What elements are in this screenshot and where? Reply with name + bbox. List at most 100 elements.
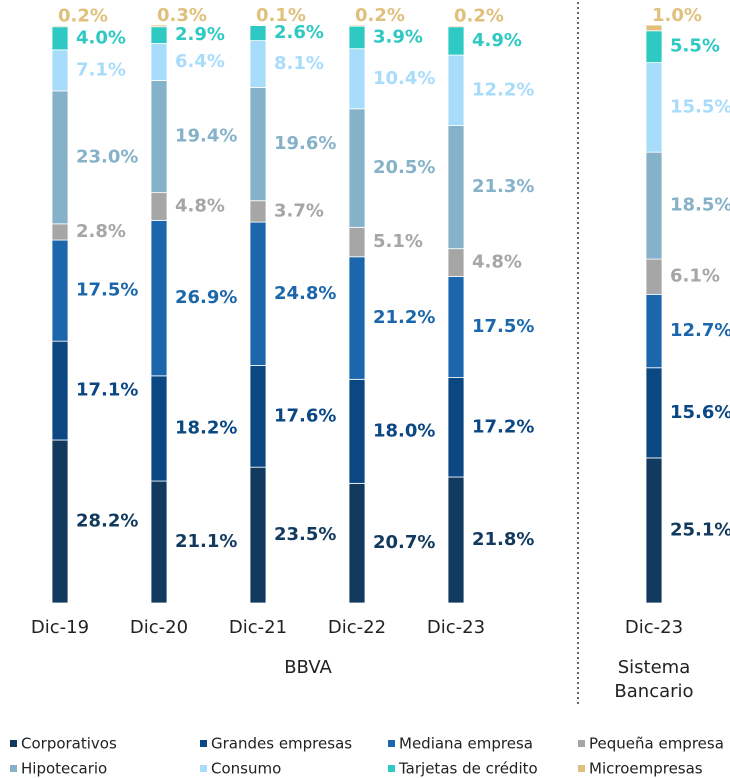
legend-label: Mediana empresa (399, 735, 533, 753)
bar-segment (447, 476, 465, 604)
data-label: 15.5% (670, 96, 730, 117)
legend-label: Consumo (211, 760, 281, 778)
data-label: 18.2% (175, 417, 237, 438)
data-label: 0.2% (454, 6, 504, 27)
data-label: 19.4% (175, 126, 237, 147)
legend-label: Pequeña empresa (589, 735, 724, 753)
legend-label: Hipotecario (21, 760, 107, 778)
data-label: 3.9% (373, 26, 423, 47)
bar-segment (51, 26, 69, 51)
data-label: 4.0% (76, 27, 126, 48)
bar-segment (645, 293, 663, 369)
data-label: 17.2% (472, 416, 534, 437)
bar-segment (249, 466, 267, 604)
data-label: 17.5% (76, 280, 138, 301)
data-label: 21.8% (472, 529, 534, 550)
data-label: 7.1% (76, 59, 126, 80)
data-label: 21.2% (373, 307, 435, 328)
bar-segment (249, 24, 267, 26)
bar-segment (645, 62, 663, 153)
legend-label: Microempresas (589, 760, 703, 778)
data-label: 25.1% (670, 519, 730, 540)
data-label: 6.1% (670, 266, 720, 287)
data-label: 4.8% (175, 195, 225, 216)
data-label: 12.2% (472, 79, 534, 100)
bar-segment (249, 200, 267, 223)
data-label: 0.2% (355, 5, 405, 26)
legend-label: Grandes empresas (211, 735, 352, 753)
bar-segment (150, 26, 168, 44)
data-label: 0.2% (58, 6, 108, 27)
bar-segment (51, 439, 69, 604)
bar-segment (249, 365, 267, 468)
bar-segment (348, 24, 366, 27)
data-label: 23.5% (274, 524, 336, 545)
data-label: 21.3% (472, 176, 534, 197)
bar-segment (249, 221, 267, 366)
bar-segment (249, 25, 267, 42)
x-tick-label: Dic-22 (328, 617, 386, 638)
data-label: 8.1% (274, 53, 324, 74)
bar-segment (150, 480, 168, 604)
data-label: 20.5% (373, 157, 435, 178)
data-label: 12.7% (670, 320, 730, 341)
bar-segment (645, 258, 663, 295)
data-label: 0.3% (157, 5, 207, 26)
bar-segment (447, 125, 465, 250)
bar-segment (51, 239, 69, 342)
legend-label: Tarjetas de crédito (398, 760, 538, 778)
x-tick-label: Dic-23 (625, 617, 683, 638)
data-label: 26.9% (175, 287, 237, 308)
legend-swatch (200, 740, 207, 747)
data-label: 24.8% (274, 283, 336, 304)
data-label: 10.4% (373, 68, 435, 89)
group-label: Sistema Bancario (614, 657, 694, 702)
data-label: 18.5% (670, 195, 730, 216)
bar-segment (51, 49, 69, 92)
data-label: 17.6% (274, 405, 336, 426)
data-label: 2.9% (175, 24, 225, 45)
bar-segment (51, 223, 69, 241)
data-label: 5.1% (373, 231, 423, 252)
bar-segment (447, 54, 465, 126)
bar-segment (150, 24, 168, 28)
legend-swatch (388, 740, 395, 747)
data-label: 21.1% (175, 531, 237, 552)
data-label: 1.0% (652, 5, 702, 26)
bar-segment (447, 26, 465, 56)
bar-segment (51, 340, 69, 441)
data-label: 6.4% (175, 51, 225, 72)
bar-segment (447, 276, 465, 378)
legend-swatch (578, 765, 585, 772)
legend-swatch (200, 765, 207, 772)
bar-segment (249, 87, 267, 202)
legend-swatch (10, 740, 17, 747)
data-label: 23.0% (76, 146, 138, 167)
bar-segment (447, 377, 465, 478)
bar-segment (348, 48, 366, 110)
bar-segment (645, 367, 663, 459)
x-tick-label: Dic-23 (427, 617, 485, 638)
data-label: 19.6% (274, 133, 336, 154)
bar-segment (348, 108, 366, 228)
bar-segment (249, 40, 267, 88)
bar-segment (348, 25, 366, 50)
x-tick-label: Dic-21 (229, 617, 287, 638)
data-label: 5.5% (670, 36, 720, 57)
data-label: 0.1% (256, 5, 306, 26)
group-label: BBVA (284, 657, 332, 678)
bar-segment (150, 192, 168, 221)
bar-segment (645, 30, 663, 63)
data-label: 4.9% (472, 30, 522, 51)
x-tick-label: Dic-19 (31, 617, 89, 638)
bar-segment (348, 378, 366, 484)
x-tick-label: Dic-20 (130, 617, 188, 638)
bar-segment (348, 482, 366, 604)
bar-segment (150, 375, 168, 482)
legend-label: Corporativos (21, 735, 117, 753)
bar-segment (645, 24, 663, 32)
data-label: 4.8% (472, 252, 522, 273)
data-label: 17.1% (76, 380, 138, 401)
